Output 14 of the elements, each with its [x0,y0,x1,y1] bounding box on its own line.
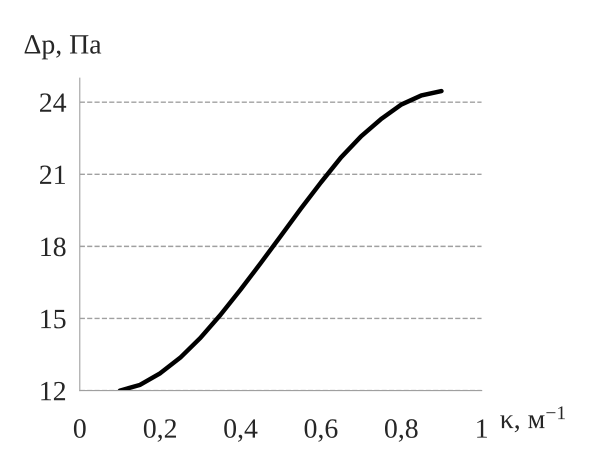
line-series [118,88,444,391]
y-axis-title: Δp, Па [24,35,102,60]
y-tick-label: 24 [40,93,66,112]
y-tick-label: 12 [41,382,66,400]
x-tick-label: 0 [74,419,86,438]
x-axis-title: κ, м$^{−1}$ [500,406,565,432]
y-tick-label: 18 [41,238,66,256]
x-tick-label: 0,6 [304,419,338,442]
x-tick-label: 0,8 [384,419,418,442]
x-tick-label: 1 [477,419,487,438]
y-tick-label: 15 [41,310,66,328]
y-tick-label: 21 [40,166,65,184]
x-tick-label: 0,4 [224,419,258,442]
x-tick-label: 0,2 [144,419,176,442]
